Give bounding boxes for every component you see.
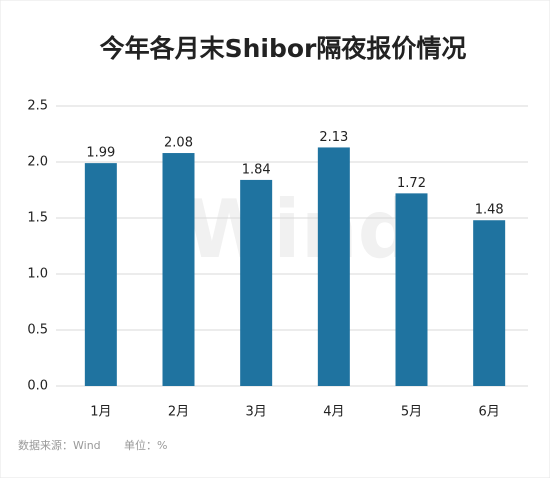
x-tick-label: 2月: [168, 405, 189, 420]
x-tick-label: 1月: [90, 405, 111, 420]
bar: [240, 179, 273, 386]
source-note: 数据来源：Wind: [18, 438, 101, 452]
y-tick-label: 0.5: [27, 323, 48, 338]
bar: [395, 193, 428, 386]
data-label: 2.13: [319, 130, 348, 145]
data-label: 1.99: [86, 146, 115, 161]
data-label: 1.84: [242, 162, 271, 177]
bar: [84, 163, 117, 386]
data-label: 1.48: [475, 203, 504, 218]
x-tick-label: 6月: [479, 405, 500, 420]
y-tick-label: 0.0: [27, 379, 48, 394]
y-tick-label: 1.5: [27, 211, 48, 226]
data-label: 1.72: [397, 176, 426, 191]
x-tick-label: 4月: [323, 405, 344, 420]
data-label: 2.08: [164, 136, 193, 151]
bar: [317, 147, 350, 386]
x-tick-label: 5月: [401, 405, 422, 420]
bar: [162, 153, 195, 386]
unit-note: 单位：%: [124, 438, 167, 452]
y-tick-label: 2.0: [27, 155, 48, 170]
y-tick-label: 1.0: [27, 267, 48, 282]
chart-title: 今年各月末Shibor隔夜报价情况: [100, 34, 467, 63]
y-tick-label: 2.5: [27, 99, 48, 114]
x-tick-label: 3月: [246, 405, 267, 420]
bar: [473, 220, 506, 386]
watermark: Wind: [185, 183, 415, 276]
